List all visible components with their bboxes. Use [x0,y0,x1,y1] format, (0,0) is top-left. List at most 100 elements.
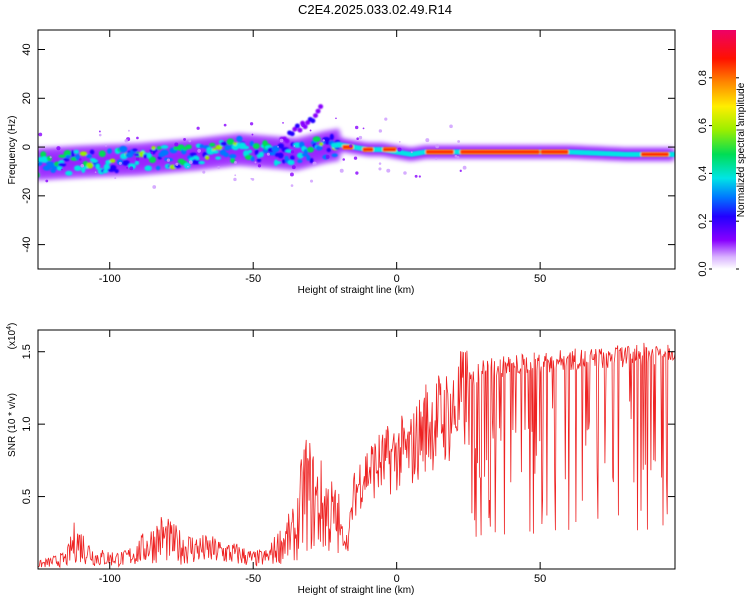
snr-y-label: SNR (10 * v/v) [7,393,18,457]
y-tick-label: 0.5 [21,489,33,504]
speckle [135,157,140,161]
speckle [233,177,237,182]
spectral-blob [38,172,40,178]
spectral-blob [256,158,262,163]
spectral-blob [211,150,219,154]
spectral-blob [277,152,284,159]
spectrogram-frame [37,29,676,270]
spectral-blob [287,159,295,166]
spectrogram-y-label: Frequency (Hz) [7,116,18,185]
speckle [197,149,201,153]
spectral-blob [289,155,295,161]
spectral-blob [319,142,324,147]
y-tick-label: -20 [21,188,33,204]
speckle [282,121,284,124]
speckle [98,133,102,137]
spectral-blob [228,154,237,159]
snr-multiplier: (x104) [6,323,18,350]
speckle [410,151,413,154]
spectral-blob [296,152,304,159]
speckle [355,171,359,175]
speckle [188,160,193,164]
spectral-blob [38,160,43,166]
colorbar-gradient [712,30,736,269]
spectral-blob [306,154,311,161]
speckle [325,154,330,159]
speckle [386,168,391,173]
speckle [291,165,296,170]
spectral-blob [79,151,88,157]
spectral-blob [236,135,243,143]
snr-x-label: Height of straight line (km) [298,585,415,596]
spectral-blob [73,149,79,154]
hot-segment-core [343,145,353,149]
snr-ticks: -100 -50 0 50 0.5 1.0 1.5 [21,330,675,585]
spectral-blob [89,149,95,155]
spectral-blob [315,145,323,151]
speckle [414,174,418,178]
branch-blob [292,126,298,132]
colorbar-tick-label: 0.2 [697,214,709,229]
spectral-blob [326,147,331,153]
speckle [457,140,461,143]
colorbar-tick-label: 0.0 [697,261,709,276]
band-segment [670,151,675,157]
hot-segment-core [383,148,396,151]
hot-segment-core [363,148,373,151]
spectral-blob [185,144,192,150]
y-tick-label: 0 [21,144,33,150]
spectral-blob [250,156,255,162]
speckle [249,122,254,126]
colorbar-ticks: 0.0 0.2 0.4 0.6 0.8 [697,70,739,277]
speckle [61,168,63,171]
hot-segment-core [460,150,540,154]
speckle [290,184,294,187]
spectral-blob [50,168,56,173]
speckle [358,135,363,140]
speckle [234,161,237,164]
spectral-blob [258,151,264,158]
spectral-blob [223,152,229,158]
y-tick-label: 1.0 [21,417,33,432]
speckle [128,129,130,132]
branch-blob [315,108,321,114]
speckle [353,156,358,160]
speckle [425,138,430,143]
speckle [339,168,344,173]
spectral-blob [230,157,236,164]
colorbar-tick-label: 0.4 [697,166,709,181]
spectral-blob [65,170,73,176]
spectral-blob [273,160,282,165]
spectral-blob [254,149,259,156]
spectral-blob [105,159,112,165]
spectral-blob [62,157,70,162]
spectral-blob [109,164,117,171]
speckle [174,142,179,147]
spectral-blob [284,155,289,160]
speckle [356,137,359,140]
speckle [277,146,279,148]
speckle [217,165,221,169]
spectral-blob [301,153,309,157]
spectral-blob [114,169,119,174]
y-tick-label: 40 [21,43,33,55]
spectral-blob [309,157,314,164]
spectral-blob [63,150,72,157]
branch-blob [305,120,311,125]
spectral-blob [312,136,321,143]
y-tick-label: 1.5 [21,344,33,359]
spectral-blob [75,153,80,161]
speckle [378,167,382,171]
spectral-blob [119,145,128,153]
speckle [378,162,382,165]
speckle [312,161,317,166]
colorbar-label: Normalized spectral amplitude [736,82,747,217]
speckle [183,137,187,141]
speckle [150,151,154,155]
spectrogram-panel: -100 -50 0 50 -40 -20 0 20 40 Height of straight… [7,29,676,296]
spectral-blob [45,161,54,165]
spectral-blob [151,145,156,151]
spectral-blob [297,159,303,164]
spectral-blob [131,148,138,152]
spectral-blob [160,149,169,156]
